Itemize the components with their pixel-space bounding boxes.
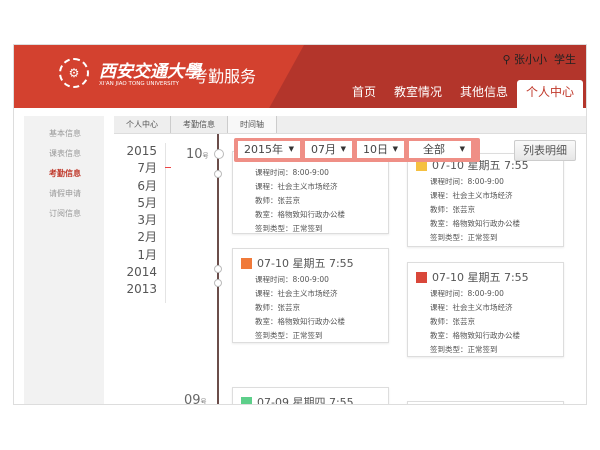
current-month-marker [165,167,171,168]
attendance-card[interactable] [407,401,564,404]
list-detail-button[interactable]: 列表明细 [514,140,576,161]
card-line: 教师：张芸京 [430,317,475,326]
timeline-node [214,265,222,273]
month-item[interactable]: 7月 [137,161,157,176]
attendance-card[interactable]: 课程时间：8:00-9:00 课程：社会主义市场经济 教师：张芸京 教室：格物致… [232,151,389,234]
nav-other[interactable]: 其他信息 [459,85,508,99]
month-select[interactable]: 07月 ▼ [305,141,352,158]
university-name: 西安交通大學 [99,62,201,82]
caret-down-icon: ▼ [459,145,465,153]
day-select[interactable]: 10日 ▼ [357,141,404,158]
sidebar-item-subscribe[interactable]: 订阅信息 [49,209,81,218]
date-filter-bar: 2015年 ▼ 07月 ▼ 10日 ▼ 全部 ▼ [234,138,480,162]
month-item[interactable]: 1月 [137,247,157,262]
card-line: 签到类型：正常签到 [255,224,323,233]
sidebar-item-leave[interactable]: 请假申请 [49,189,81,198]
breadcrumb-item[interactable]: 个人中心 [114,116,171,133]
year-item[interactable]: 2013 [126,282,157,297]
card-line: 课程时间：8:00-9:00 [255,168,329,177]
card-line: 教室：格物致知行政办公楼 [430,219,520,228]
card-line: 教师：张芸京 [255,196,300,205]
card-line: 教室：格物致知行政办公楼 [430,331,520,340]
month-item[interactable]: 2月 [137,230,157,245]
card-line: 课程时间：8:00-9:00 [430,177,504,186]
caret-down-icon: ▼ [392,145,398,153]
card-line: 课程：社会主义市场经济 [255,289,338,298]
card-line: 教室：格物致知行政办公楼 [255,317,345,326]
year-month-nav: 2015 7月 6月 5月 3月 2月 1月 2014 2013 [114,143,166,303]
card-line: 课程时间：8:00-9:00 [430,289,504,298]
breadcrumb-item[interactable]: 考勤信息 [171,116,228,133]
attendance-type-icon [416,159,427,171]
card-line: 课程：社会主义市场经济 [255,182,338,191]
breadcrumb-current: 时间轴 [228,116,277,133]
app-window: ⚙ 西安交通大學 XI'AN JIAO TONG UNIVERSITY 考勤服务… [13,44,587,405]
card-line: 教室：格物致知行政办公楼 [255,210,345,219]
type-select[interactable]: 全部 ▼ [409,141,471,158]
year-select[interactable]: 2015年 ▼ [238,141,300,158]
card-title: 07-10 星期五 7:55 [432,159,529,172]
user-info[interactable]: ⚲ 张小小 学生 [502,51,576,67]
sidebar-item-attendance[interactable]: 考勤信息 [49,169,81,178]
sidebar-item-basic-info[interactable]: 基本信息 [49,129,81,138]
attendance-type-icon [416,271,427,283]
card-line: 教师：张芸京 [255,303,300,312]
nav-home[interactable]: 首页 [351,85,376,99]
timeline-node [214,170,222,178]
header: ⚙ 西安交通大學 XI'AN JIAO TONG UNIVERSITY 考勤服务… [14,45,586,108]
card-title: 07-10 星期五 7:55 [432,271,529,284]
nav-personal-center[interactable]: 个人中心 [516,80,583,108]
card-title: 07-10 星期五 7:55 [257,257,354,270]
timeline-node [214,279,222,287]
user-icon: ⚲ [502,53,511,66]
year-item[interactable]: 2014 [126,265,157,280]
month-item[interactable]: 5月 [137,195,157,210]
timeline-node [214,149,224,159]
caret-down-icon: ▼ [288,145,294,153]
caret-down-icon: ▼ [340,145,346,153]
attendance-type-icon [241,257,252,269]
sidebar-item-schedule[interactable]: 课表信息 [49,149,81,158]
university-seal-icon: ⚙ [59,58,89,88]
card-line: 教师：张芸京 [430,205,475,214]
attendance-card[interactable]: 07-10 星期五 7:55 课程时间：8:00-9:00 课程：社会主义市场经… [407,262,564,357]
card-line: 签到类型：正常签到 [430,345,498,354]
nav-classroom[interactable]: 教室情况 [393,85,442,99]
day-label: 10号 [186,147,209,162]
month-item[interactable]: 6月 [137,178,157,193]
breadcrumb: 个人中心 考勤信息 时间轴 [114,116,586,134]
sidebar: 基本信息 课表信息 考勤信息 请假申请 订阅信息 [24,116,104,404]
attendance-card[interactable]: 07-09 星期四 7:55 [232,387,389,405]
card-line: 签到类型：正常签到 [430,233,498,242]
attendance-card[interactable]: 07-10 星期五 7:55 课程时间：8:00-9:00 课程：社会主义市场经… [232,248,389,343]
card-title: 07-09 星期四 7:55 [257,396,354,405]
card-line: 课程时间：8:00-9:00 [255,275,329,284]
attendance-type-icon [241,396,252,404]
card-line: 课程：社会主义市场经济 [430,303,513,312]
year-item[interactable]: 2015 [126,144,157,158]
day-label: 09号 [184,393,207,405]
user-role: 学生 [554,53,576,66]
card-line: 课程：社会主义市场经济 [430,191,513,200]
user-name: 张小小 [514,53,547,66]
attendance-card[interactable]: 07-10 星期五 7:55 课程时间：8:00-9:00 课程：社会主义市场经… [407,153,564,247]
month-item[interactable]: 3月 [137,213,157,228]
university-name-en: XI'AN JIAO TONG UNIVERSITY [99,81,179,87]
card-line: 签到类型：正常签到 [255,331,323,340]
main-nav: 首页 教室情况 其他信息 个人中心 [343,80,583,108]
system-title: 考勤服务 [192,67,257,86]
